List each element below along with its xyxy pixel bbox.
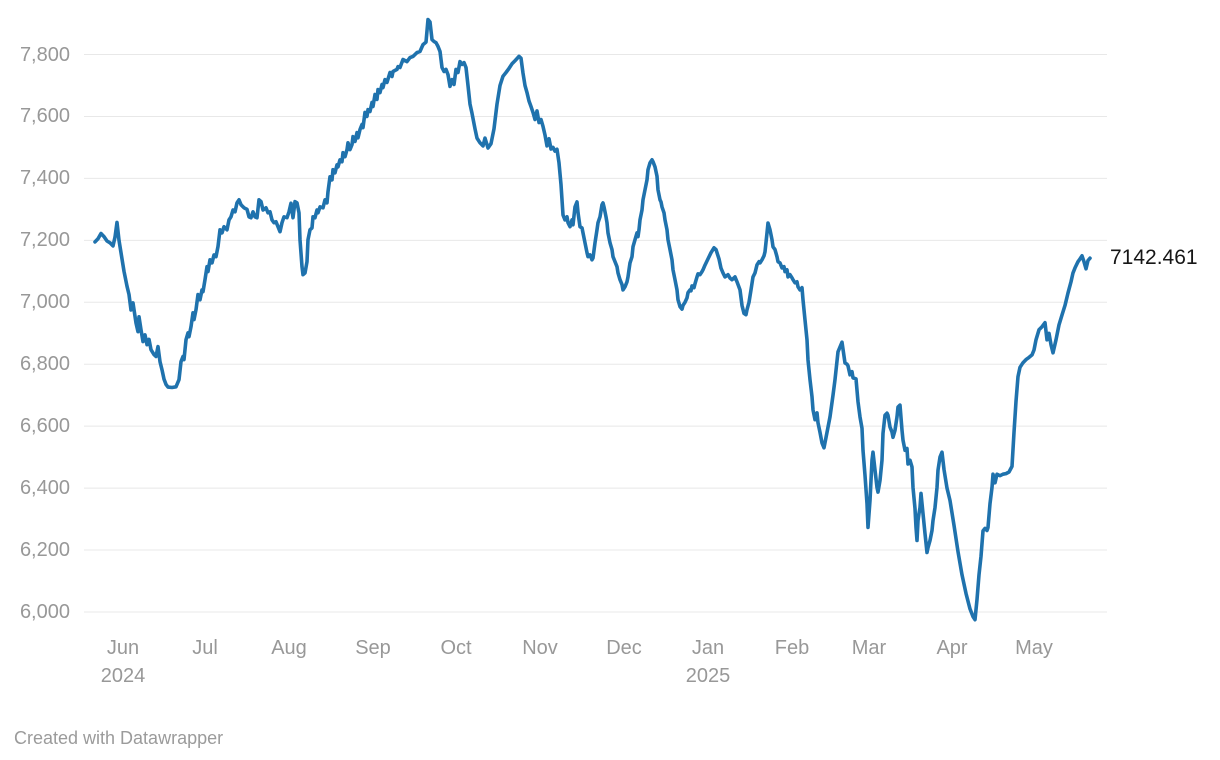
x-tick-label: Jul [192, 637, 218, 659]
y-tick-label: 7,000 [19, 291, 70, 314]
y-tick-label: 6,200 [19, 539, 70, 562]
y-tick-label: 6,800 [19, 353, 70, 376]
x-tick-label: Nov [522, 637, 558, 659]
x-tick-label: Feb [774, 637, 810, 659]
x-tick-label: Sep [355, 637, 391, 659]
x-tick-label: Aug [271, 637, 307, 659]
y-tick-label: 7,600 [19, 105, 70, 128]
price-line [93, 17, 1092, 622]
x-tick-label: Dec [606, 637, 642, 659]
gridlines [84, 54, 1107, 613]
x-tick-label: Oct [440, 637, 472, 659]
y-tick-label: 6,600 [19, 415, 70, 438]
x-tick-label: Mar [851, 637, 887, 659]
y-tick-label: 6,000 [19, 601, 70, 623]
y-tick-label: 7,200 [19, 229, 70, 252]
x-tick-year-label: 2024 [100, 665, 146, 687]
x-tick-label: Apr [936, 637, 968, 659]
x-tick-label: Jan [691, 637, 725, 659]
y-tick-label: 6,400 [19, 477, 70, 500]
x-tick-label: Jun [106, 637, 140, 659]
last-value-label: 7142.461 [1110, 246, 1198, 269]
y-tick-label: 7,400 [19, 167, 70, 190]
datawrapper-attribution-link[interactable]: Created with Datawrapper [14, 728, 224, 748]
y-tick-label: 7,800 [19, 43, 70, 66]
x-tick-year-label: 2025 [685, 665, 731, 687]
x-tick-label: May [1015, 637, 1053, 659]
